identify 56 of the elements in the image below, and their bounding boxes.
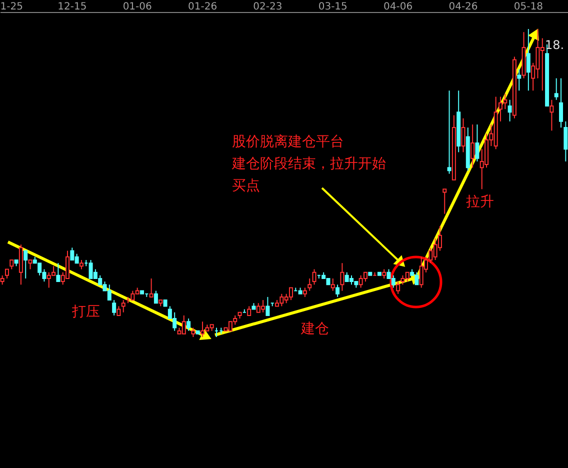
candlestick — [107, 284, 112, 301]
candlestick — [312, 268, 316, 286]
candlestick — [186, 318, 191, 332]
candlestick — [475, 124, 480, 162]
x-tick-label: 1-25 — [0, 2, 23, 12]
candlestick — [79, 260, 84, 270]
candlestick — [121, 300, 126, 313]
candlestick — [461, 118, 466, 153]
candlestick — [330, 278, 335, 292]
candlestick — [336, 284, 340, 298]
annotation: 买点 — [232, 178, 260, 194]
annotation: 18. — [545, 38, 564, 52]
candlestick — [154, 290, 158, 304]
candlestick — [447, 90, 452, 174]
x-tick-label: 05-18 — [514, 2, 543, 12]
candlestick — [550, 99, 554, 132]
candlestick — [24, 250, 28, 279]
candlestick — [112, 300, 116, 316]
annotation: 建仓阶段结束，拉升开始 — [231, 156, 386, 172]
candlestick — [191, 327, 196, 338]
x-tick-label: 01-26 — [188, 2, 218, 12]
candlestick — [559, 78, 564, 128]
candlestick — [517, 68, 522, 92]
x-tick-label: 01-06 — [122, 2, 152, 12]
candlestick — [149, 278, 154, 298]
candlestick — [56, 262, 60, 282]
candlestick — [382, 268, 386, 279]
candlestick — [302, 287, 307, 298]
annotation: 拉升 — [466, 194, 494, 210]
x-tick-label: 12-15 — [58, 2, 87, 12]
candlestick — [363, 272, 368, 282]
annotation: 建仓 — [300, 321, 329, 337]
candlestick — [564, 120, 568, 162]
x-tick-label: 03-15 — [318, 2, 348, 12]
candlestick — [391, 274, 396, 288]
candlestick — [266, 296, 270, 316]
candlestick — [442, 188, 447, 214]
candlestick — [4, 268, 9, 279]
candlestick — [526, 28, 530, 92]
x-tick-label: 04-26 — [448, 2, 478, 12]
annotation: 股价脱离建仓平台 — [232, 134, 344, 150]
candlestick — [116, 306, 121, 316]
candlestick — [247, 306, 252, 316]
x-tick-label: 04-06 — [384, 2, 413, 12]
candlestick — [28, 260, 32, 270]
candlestick — [288, 287, 293, 301]
candlestick — [340, 262, 344, 292]
candlestick — [10, 260, 14, 270]
candlestick — [308, 278, 312, 292]
candlestick — [200, 321, 205, 338]
candlestick — [554, 78, 558, 100]
candlestick — [508, 99, 512, 122]
candlestick — [396, 281, 400, 294]
x-tick-label: 02-23 — [253, 2, 282, 12]
candlestick — [470, 124, 475, 168]
annotation: 打压 — [71, 304, 100, 320]
